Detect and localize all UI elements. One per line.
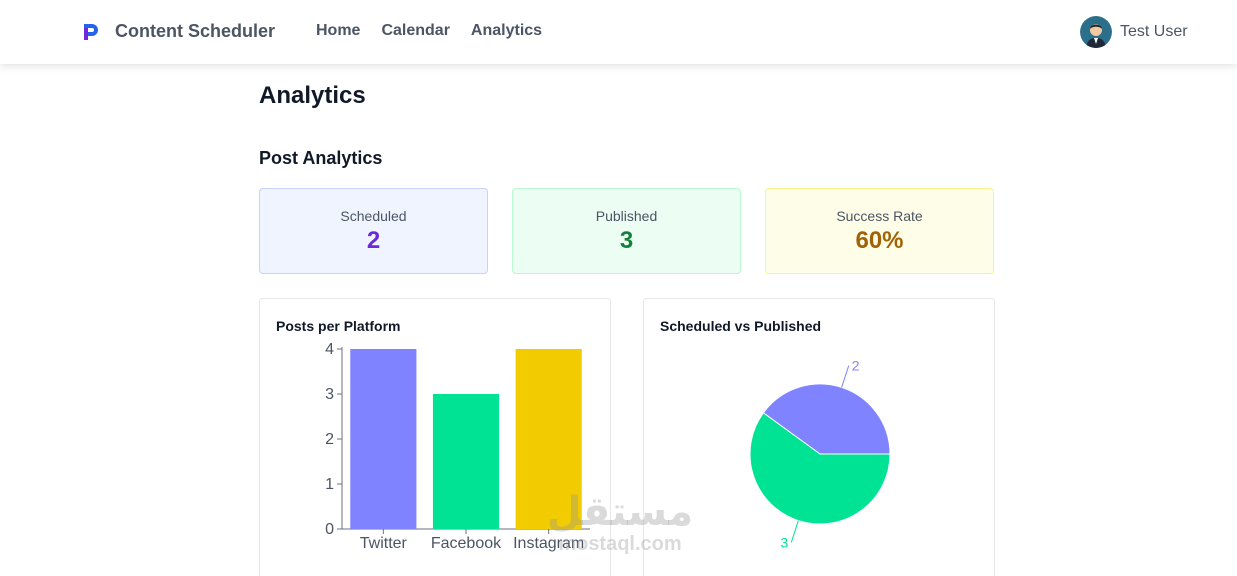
stat-card-scheduled: Scheduled 2 — [259, 188, 488, 274]
user-name[interactable]: Test User — [1120, 23, 1188, 40]
avatar[interactable] — [1080, 16, 1112, 48]
top-navbar: Content Scheduler Home Calendar Analytic… — [0, 0, 1237, 64]
bar-chart: 0 1 2 3 4 Twitter Facebook Instagram — [325, 341, 590, 552]
stat-card-published: Published 3 — [512, 188, 741, 274]
pie-label-leader — [841, 365, 850, 388]
y-tick-label: 2 — [325, 431, 334, 448]
nav-calendar[interactable]: Calendar — [381, 22, 450, 39]
stat-label-success-rate: Success Rate — [836, 208, 923, 224]
x-tick-label: Facebook — [431, 535, 502, 552]
stat-value-success-rate: 60% — [855, 227, 904, 254]
x-tick-label: Instagram — [513, 535, 584, 552]
section-title: Post Analytics — [259, 148, 383, 168]
nav-home[interactable]: Home — [316, 22, 361, 39]
stat-label-scheduled: Scheduled — [340, 208, 407, 224]
main-nav: Home Calendar Analytics — [316, 22, 542, 40]
user-menu[interactable]: Test User — [1080, 16, 1188, 48]
pie-chart: 23 — [749, 358, 891, 550]
stat-label-published: Published — [595, 208, 658, 224]
pie-slice-scheduled — [762, 383, 891, 455]
y-tick-label: 0 — [325, 521, 334, 538]
stat-card-success-rate: Success Rate 60% — [765, 188, 994, 274]
bar-facebook — [432, 394, 500, 529]
y-tick-label: 3 — [325, 386, 334, 403]
page-title: Analytics — [259, 82, 366, 109]
x-tick-label: Twitter — [360, 535, 408, 552]
bar-chart-title: Posts per Platform — [276, 318, 401, 334]
pie-data-label: 3 — [780, 534, 788, 550]
pie-chart-title: Scheduled vs Published — [660, 318, 822, 334]
pie-data-label: 2 — [852, 358, 860, 374]
user-avatar-icon — [1080, 16, 1112, 48]
brand-name[interactable]: Content Scheduler — [115, 21, 276, 41]
y-tick-label: 1 — [325, 476, 334, 493]
bar-instagram — [515, 349, 582, 529]
brand-logo-icon[interactable] — [82, 22, 100, 42]
pie-label-leader — [790, 520, 799, 543]
bar-twitter — [350, 349, 417, 529]
nav-analytics[interactable]: Analytics — [470, 22, 543, 39]
y-tick-label: 4 — [325, 341, 334, 358]
stat-value-published: 3 — [619, 227, 634, 254]
stat-value-scheduled: 2 — [366, 227, 381, 254]
bar-chart-card: Posts per Platform 0 1 2 3 4 Twitter Facebook I… — [259, 298, 611, 576]
